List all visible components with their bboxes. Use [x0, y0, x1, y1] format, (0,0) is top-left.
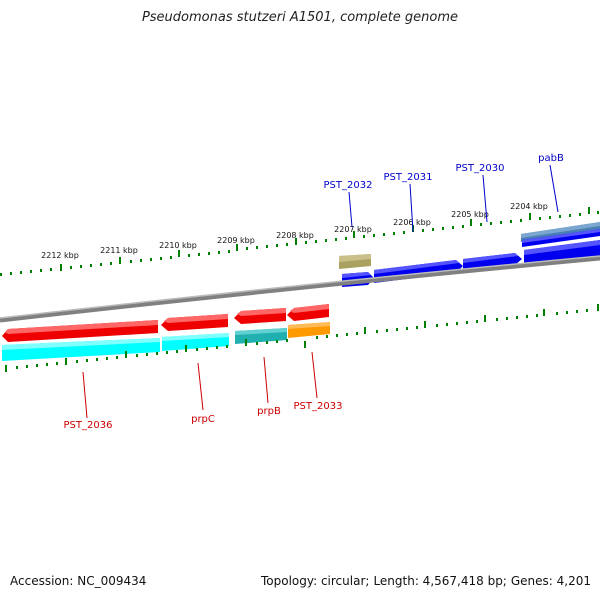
rna-feature	[339, 254, 371, 269]
bottom-tick-ruler	[5, 304, 599, 372]
forward-gene-labels: PST_2032 PST_2031 PST_2030 pabB	[324, 153, 564, 233]
ruler-label: 2208 kbp	[276, 231, 314, 240]
reverse-gene-labels: PST_2036 prpC prpB PST_2033	[64, 351, 343, 431]
topology-text: Topology: circular;	[260, 574, 370, 588]
ruler-label: 2212 kbp	[41, 251, 79, 260]
ruler-label: 2207 kbp	[334, 225, 372, 234]
gene-label-prpC: prpC	[191, 414, 215, 425]
gene-label-PST_2030: PST_2030	[456, 163, 505, 174]
gene-label-prpB: prpB	[257, 406, 281, 417]
ruler-label: 2205 kbp	[451, 210, 489, 219]
ruler-label: 2211 kbp	[100, 246, 138, 255]
length-text: Length: 4,567,418 bp;	[373, 574, 507, 588]
genome-summary: Topology: circular; Length: 4,567,418 bp;…	[261, 574, 591, 588]
ruler-label: 2210 kbp	[159, 241, 197, 250]
top-ruler-labels: 2212 kbp 2211 kbp 2210 kbp 2209 kbp 2208…	[41, 202, 548, 260]
gene-label-PST_2031: PST_2031	[384, 172, 433, 183]
reverse-aux-features	[2, 322, 330, 361]
ruler-label: 2209 kbp	[217, 236, 255, 245]
map-title: Pseudomonas stutzeri A1501, complete gen…	[141, 10, 459, 25]
gene-label-PST_2036: PST_2036	[64, 420, 113, 431]
ruler-label: 2204 kbp	[510, 202, 548, 211]
gene-label-PST_2032: PST_2032	[324, 180, 373, 191]
gene-label-pabB: pabB	[538, 153, 564, 164]
forward-cds-thin	[522, 229, 600, 247]
gene-label-PST_2033: PST_2033	[294, 401, 343, 412]
genes-count-text: Genes: 4,201	[510, 574, 591, 588]
top-tick-ruler	[0, 207, 599, 276]
steel-feature	[521, 222, 600, 242]
genome-backbone	[0, 255, 600, 323]
accession-text: Accession: NC_009434	[10, 574, 147, 588]
reverse-cds-arrows	[2, 304, 329, 342]
